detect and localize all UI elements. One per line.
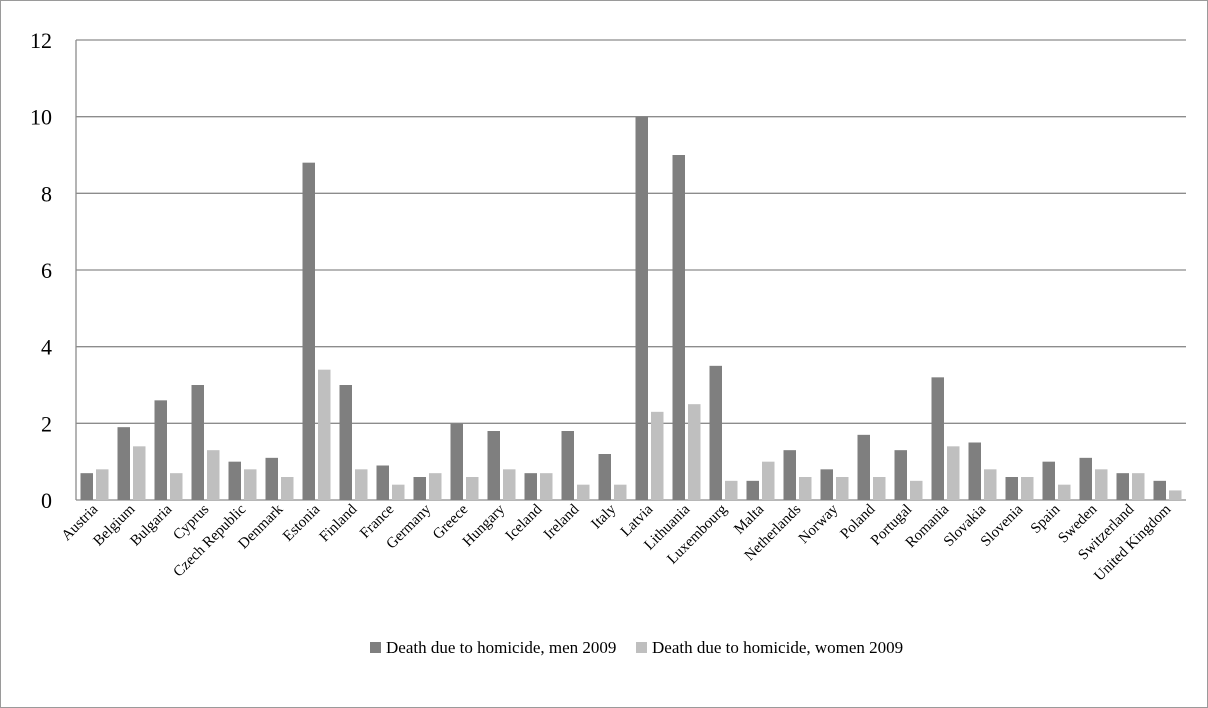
bar-men-poland (857, 434, 870, 500)
bar-men-norway (820, 469, 833, 500)
y-tick-label: 0 (41, 488, 52, 513)
bar-women-hungary (503, 469, 516, 500)
bar-men-romania (931, 377, 944, 500)
bar-women-finland (355, 469, 368, 500)
bar-men-greece (450, 423, 463, 500)
bar-women-iceland (540, 473, 553, 500)
bar-men-czech-republic (228, 461, 241, 500)
bar-women-malta (762, 461, 775, 500)
bar-men-portugal (894, 450, 907, 500)
bar-women-norway (836, 477, 849, 500)
bar-women-france (392, 484, 405, 500)
bar-men-hungary (487, 431, 500, 500)
bar-women-cyprus (207, 450, 220, 500)
legend-swatch-women (636, 642, 647, 653)
bar-women-united-kingdom (1169, 490, 1182, 500)
x-tick-label: Bulgaria (127, 501, 175, 549)
bar-men-france (376, 465, 389, 500)
x-tick-label: Estonia (280, 501, 323, 544)
bar-men-iceland (524, 473, 537, 500)
bar-women-germany (429, 473, 442, 500)
bar-women-spain (1058, 484, 1071, 500)
bar-men-luxembourg (709, 365, 722, 500)
bar-women-italy (614, 484, 627, 500)
legend: Death due to homicide, men 2009 Death du… (370, 638, 903, 657)
gridlines (76, 39, 1186, 501)
bar-men-malta (746, 480, 759, 500)
legend-label-men: Death due to homicide, men 2009 (386, 638, 616, 657)
bar-men-lithuania (672, 155, 685, 500)
bar-women-latvia (651, 411, 664, 500)
bar-men-bulgaria (154, 400, 167, 500)
bar-women-slovenia (1021, 477, 1034, 500)
x-tick-label: Slovenia (978, 501, 1027, 550)
y-tick-label: 10 (30, 105, 52, 130)
x-tick-label: Ireland (541, 501, 583, 543)
bar-women-czech-republic (244, 469, 257, 500)
y-tick-label: 2 (41, 411, 52, 436)
bar-women-estonia (318, 369, 331, 500)
bar-women-greece (466, 477, 479, 500)
bar-men-united-kingdom (1153, 480, 1166, 500)
bar-men-cyprus (191, 385, 204, 500)
y-tick-label: 8 (41, 181, 52, 206)
bar-women-poland (873, 477, 886, 500)
bar-men-sweden (1079, 457, 1092, 500)
bar-men-austria (80, 473, 93, 500)
bar-men-switzerland (1116, 473, 1129, 500)
legend-label-women: Death due to homicide, women 2009 (652, 638, 903, 657)
bar-women-netherlands (799, 477, 812, 500)
bar-men-spain (1042, 461, 1055, 500)
bar-women-denmark (281, 477, 294, 500)
bar-men-netherlands (783, 450, 796, 500)
bar-women-ireland (577, 484, 590, 500)
bar-women-sweden (1095, 469, 1108, 500)
bar-women-belgium (133, 446, 146, 500)
bar-men-denmark (265, 457, 278, 500)
y-tick-label: 6 (41, 258, 52, 283)
x-tick-label: Norway (796, 501, 842, 547)
bar-men-germany (413, 477, 426, 500)
bar-men-italy (598, 454, 611, 500)
bar-men-latvia (635, 116, 648, 501)
x-tick-label: Iceland (503, 501, 546, 544)
bar-men-slovakia (968, 442, 981, 500)
bar-women-austria (96, 469, 109, 500)
bar-men-slovenia (1005, 477, 1018, 500)
x-tick-label: Finland (317, 501, 361, 545)
bar-women-slovakia (984, 469, 997, 500)
legend-swatch-men (370, 642, 381, 653)
y-axis: 0 2 4 6 8 10 12 (30, 28, 77, 513)
bar-women-lithuania (688, 404, 701, 500)
x-tick-label: Italy (589, 501, 620, 532)
bar-women-bulgaria (170, 473, 183, 500)
bar-women-luxembourg (725, 480, 738, 500)
bar-men-belgium (117, 427, 130, 500)
bar-men-estonia (302, 162, 315, 500)
bar-men-ireland (561, 431, 574, 500)
bar-women-switzerland (1132, 473, 1145, 500)
bar-women-portugal (910, 480, 923, 500)
y-tick-label: 12 (30, 28, 52, 53)
y-tick-label: 4 (41, 335, 52, 360)
bar-women-romania (947, 446, 960, 500)
bars (80, 116, 1182, 501)
x-tick-label: Hungary (460, 501, 509, 550)
bar-men-finland (339, 385, 352, 500)
